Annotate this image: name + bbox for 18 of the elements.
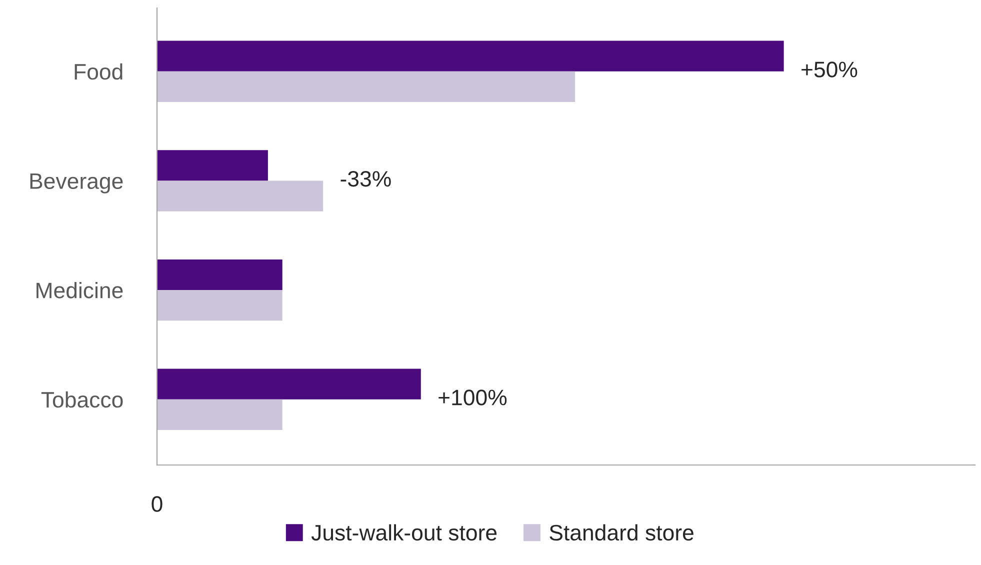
y-tick-label: Beverage [30, 174, 123, 194]
bar [157, 368, 421, 400]
text: 0 [152, 496, 162, 512]
legend-label: Standard store [550, 524, 694, 541]
annotation: -33% [340, 170, 391, 187]
annotation: +100% [438, 390, 507, 406]
bar [157, 71, 576, 102]
y-tick-label: Tobacco [41, 391, 123, 408]
annotation: +50% [802, 62, 858, 78]
bar [157, 259, 282, 290]
legend-label: Just-walk-out store [311, 524, 497, 541]
bar [157, 399, 282, 430]
bar [157, 150, 268, 181]
bar [157, 180, 324, 212]
y-tick-label: Food [74, 63, 122, 80]
y-tick-label: Medicine [36, 282, 123, 298]
bar [157, 40, 784, 72]
bar [157, 290, 282, 321]
